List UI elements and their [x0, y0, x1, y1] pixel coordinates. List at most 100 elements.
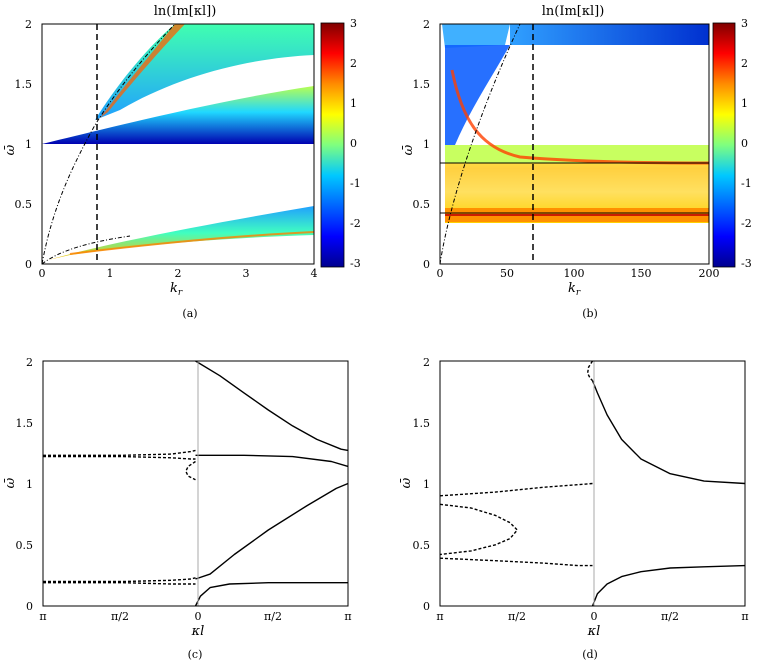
cbar-tick: -1	[741, 177, 752, 190]
xtick: 0	[195, 610, 202, 623]
ytick: 1.5	[413, 417, 431, 430]
panel-b: ln(Im[κl]) 0 50 100 150 200 0 0.5 1	[401, 4, 752, 320]
xtick: 1	[107, 267, 114, 280]
panel-c-plot	[43, 360, 349, 607]
panel-d-caption: (d)	[582, 648, 598, 661]
cbar-tick: 0	[350, 137, 357, 150]
dispersion-curve-solid-1	[195, 454, 349, 468]
panel-a-caption: (a)	[182, 307, 197, 320]
cbar-tick: 1	[741, 97, 748, 110]
panel-b-ylabel: ω̄	[401, 144, 416, 155]
cbar-tick: 3	[350, 17, 357, 30]
xtick: 2	[175, 267, 182, 280]
xtick: 0	[591, 610, 598, 623]
ytick: 1.5	[413, 78, 431, 91]
band-left-fan	[445, 45, 510, 145]
panel-b-colorbar-ticks: 3 2 1 0 -1 -2 -3	[741, 17, 752, 270]
panel-c-axes	[42, 360, 349, 607]
band-upper	[95, 24, 314, 120]
ytick: 0	[25, 258, 32, 271]
xtick: π	[344, 610, 351, 623]
ytick: 2	[423, 356, 430, 369]
panel-d-ylabel: ω̄	[399, 477, 414, 488]
xtick: 0	[437, 267, 444, 280]
dispersion-curve-solid-3	[194, 582, 348, 607]
xtick: π/2	[264, 610, 282, 623]
xtick: π/2	[661, 610, 679, 623]
dispersion-curve-solid-2	[195, 482, 349, 580]
cbar-tick: -1	[350, 177, 361, 190]
dispersion-curve-dashed-7	[43, 577, 196, 583]
band-lower-ridge	[69, 231, 315, 255]
panel-a-colorbar-ticks: 3 2 1 0 -1 -2 -3	[350, 17, 361, 270]
ytick: 0.5	[413, 539, 431, 552]
panel-a-yticks: 0 0.5 1 1.5 2	[15, 18, 33, 271]
xtick: 200	[699, 267, 720, 280]
panel-d-xticks: π π/2 0 π/2 π	[436, 610, 748, 623]
light-line-lower	[41, 235, 131, 265]
xtick: π	[436, 610, 443, 623]
xtick: π/2	[508, 610, 526, 623]
band-main-upper	[445, 145, 709, 163]
light-line-curve	[439, 23, 521, 265]
panel-b-xticks: 0 50 100 150 200	[437, 267, 720, 280]
dispersion-curve-solid-1	[591, 564, 746, 607]
band-lower	[48, 206, 314, 260]
ytick: 0.5	[16, 539, 34, 552]
xtick: 3	[243, 267, 250, 280]
ytick: 1	[25, 138, 32, 151]
panel-d: π π/2 0 π/2 π 0 0.5 1 1.5 2 κl ω̄ (d)	[399, 356, 749, 661]
ytick: 0	[423, 600, 430, 613]
panel-d-xlabel: κl	[587, 624, 601, 639]
xtick: 50	[500, 267, 514, 280]
dispersion-curve-solid-0	[195, 360, 349, 452]
panel-a-heatmap	[41, 23, 315, 265]
band-middle	[42, 86, 314, 144]
dispersion-curve-dashed-5	[586, 360, 594, 382]
cbar-tick: -2	[350, 217, 361, 230]
panel-c: π π/2 0 π/2 π 0 0.5 1 1.5 2 κl ω̄ (c)	[3, 356, 352, 661]
dispersion-curve-dashed-3	[439, 503, 518, 556]
panel-b-yticks: 0 0.5 1 1.5 2	[413, 18, 431, 271]
ytick: 2	[423, 18, 430, 31]
ytick: 0	[423, 258, 430, 271]
panel-b-heatmap	[439, 23, 710, 265]
ytick: 1	[423, 138, 430, 151]
cbar-tick: 2	[741, 57, 748, 70]
ytick: 2	[25, 18, 32, 31]
panel-c-ylabel: ω̄	[3, 477, 18, 488]
xtick: 4	[311, 267, 318, 280]
xtick: 150	[631, 267, 652, 280]
panel-b-title: ln(Im[κl])	[542, 4, 605, 19]
ytick: 2	[26, 356, 33, 369]
ytick: 1	[423, 478, 430, 491]
panel-c-xticks: π π/2 0 π/2 π	[39, 610, 351, 623]
dispersion-curve-solid-0	[591, 380, 746, 485]
ytick: 1	[26, 478, 33, 491]
dispersion-curve-dashed-4	[43, 449, 196, 456]
band-top-left	[442, 24, 510, 48]
cbar-tick: 0	[741, 137, 748, 150]
dispersion-curve-dashed-5	[43, 455, 196, 460]
cbar-tick: 2	[350, 57, 357, 70]
band-top	[510, 24, 709, 45]
panel-c-caption: (c)	[188, 648, 203, 661]
dispersion-curve-dashed-4	[439, 557, 593, 567]
panel-b-xlabel: kr	[568, 281, 581, 298]
panel-b-colorbar	[712, 22, 736, 268]
panel-b-caption: (b)	[582, 307, 598, 320]
dispersion-curve-dashed-2	[439, 482, 593, 497]
light-line-curve	[41, 23, 176, 265]
panel-b-axes	[439, 23, 710, 265]
cbar-tick: 3	[741, 17, 748, 30]
ytick: 1.5	[16, 417, 34, 430]
panel-a-ylabel: ω̄	[3, 144, 18, 155]
panel-a-xticks: 0 1 2 3 4	[39, 267, 318, 280]
xtick: π	[39, 610, 46, 623]
xtick: π	[741, 610, 748, 623]
panel-a-colorbar	[320, 22, 345, 268]
panel-a-xlabel: kr	[170, 281, 183, 298]
panel-a: ln(Im[κl]) 0 1 2 3 4 0 0.5 1 1.5 2 kr ω̄	[3, 4, 361, 320]
ytick: 0	[26, 600, 33, 613]
